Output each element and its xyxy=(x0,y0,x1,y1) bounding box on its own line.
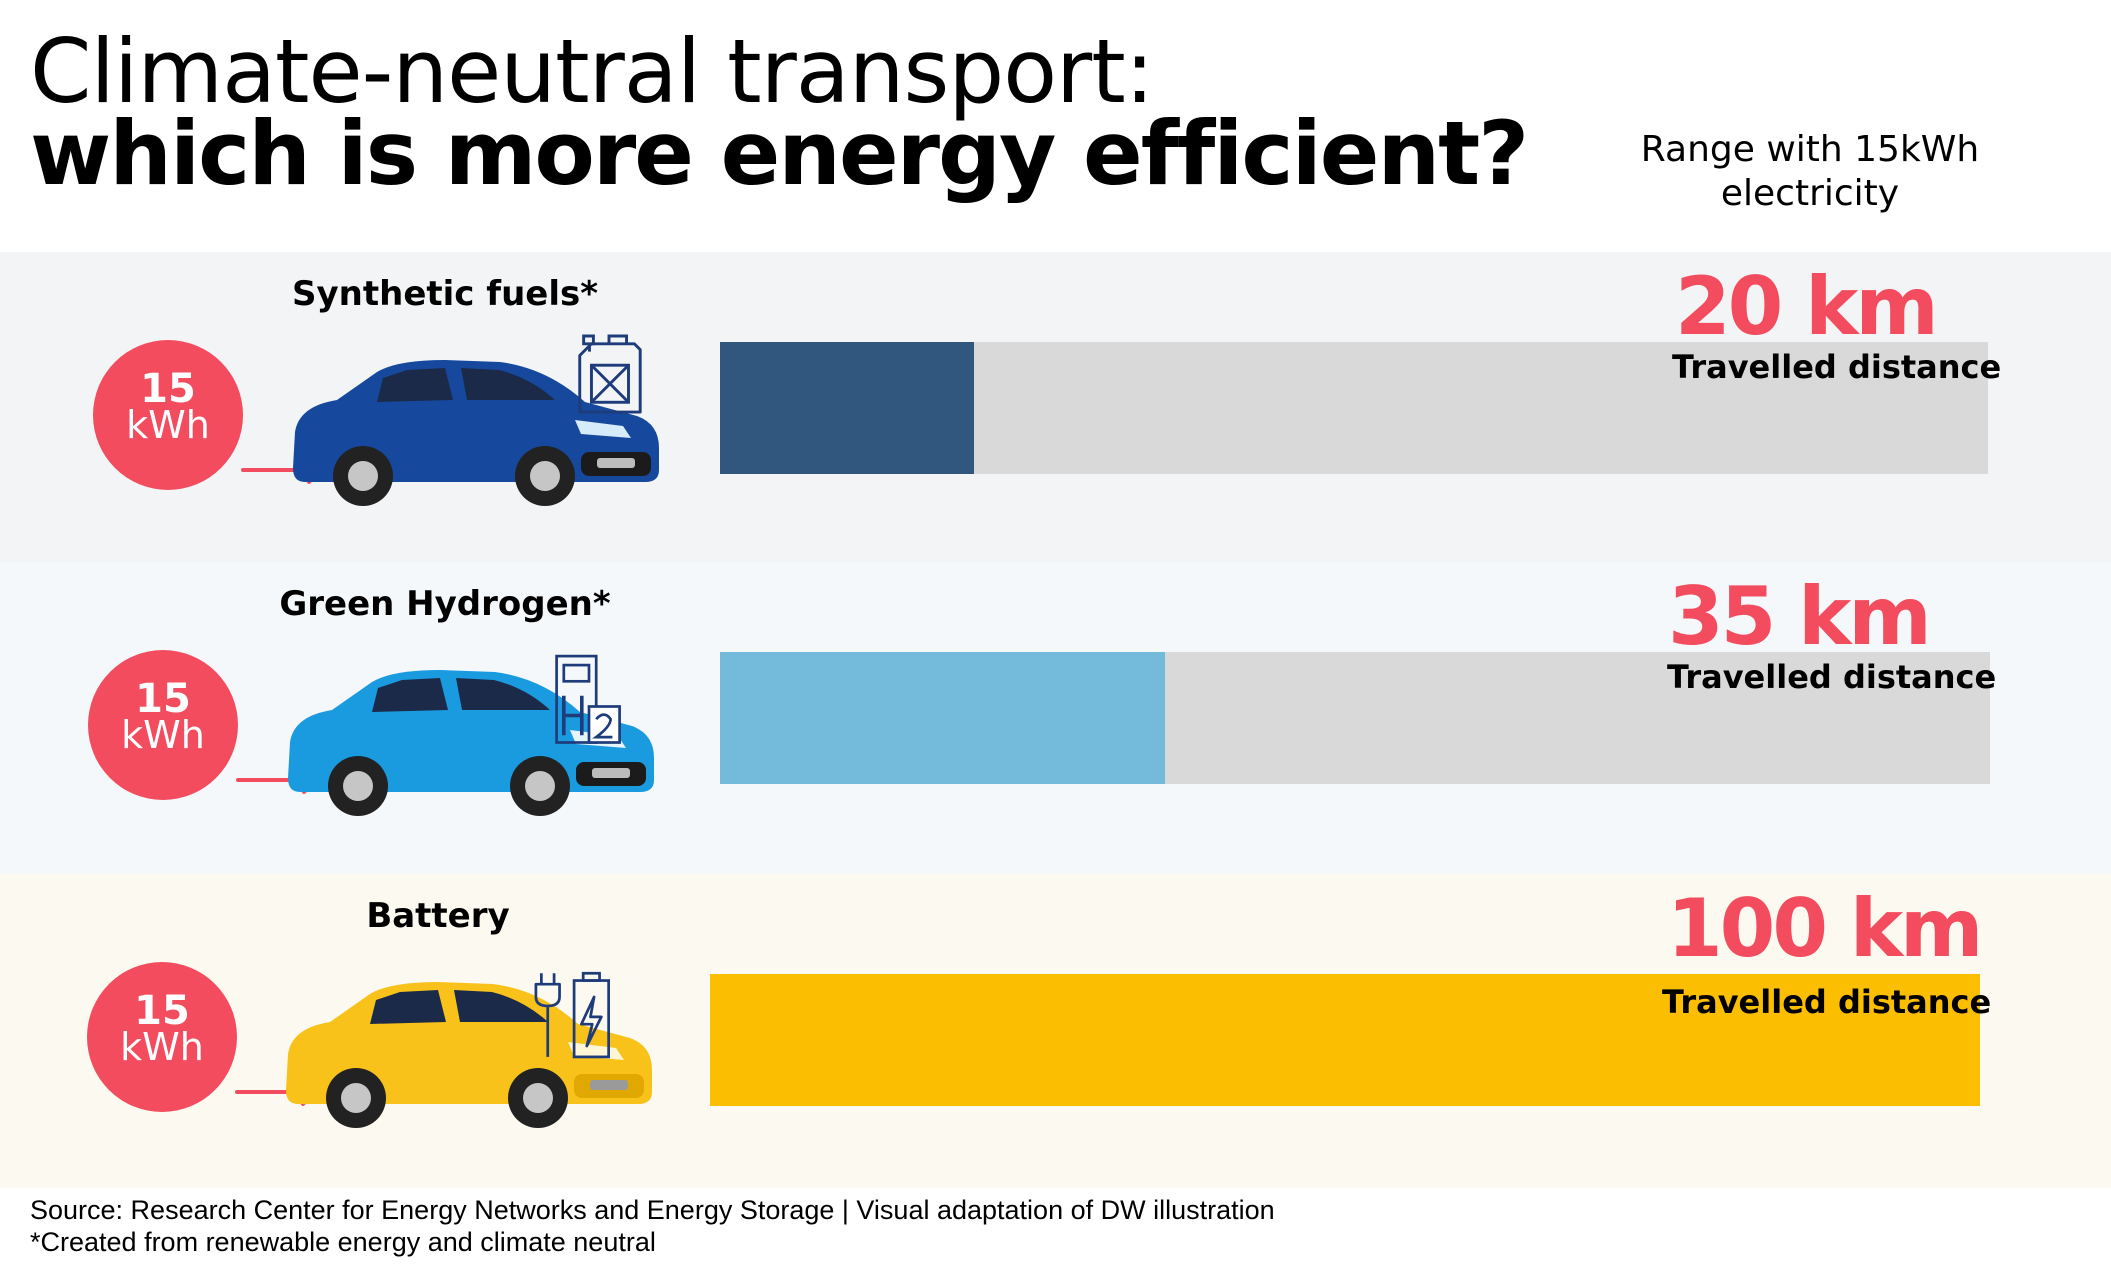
chart-subtitle: which is more energy efficient? xyxy=(30,102,1529,205)
energy-input-value: 15 xyxy=(140,366,196,412)
chart-row-green-hydrogen: Green Hydrogen* 15 kWh 35 km Travelled d… xyxy=(0,562,2111,876)
energy-input-unit: kWh xyxy=(126,403,210,447)
value-label-synthetic-fuels: 20 km xyxy=(1675,260,1939,353)
bar-fill-green-hydrogen xyxy=(720,652,1165,784)
chart-row-synthetic-fuels: Synthetic fuels* 15 kWh 20 km Travelled … xyxy=(0,252,2111,566)
chart-title: Climate-neutral transport: xyxy=(30,20,1154,123)
car-yellow-icon xyxy=(286,982,652,1128)
energy-input-badge: 15 kWh xyxy=(88,650,318,800)
energy-input-unit: kWh xyxy=(120,1025,204,1069)
energy-input-unit: kWh xyxy=(121,713,205,757)
range-note: Range with 15kWh electricity xyxy=(1640,129,1980,214)
value-label-green-hydrogen: 35 km xyxy=(1668,570,1932,663)
bar-fill-battery xyxy=(710,974,1980,1106)
ev-charger-icon xyxy=(534,971,610,1059)
bar-track xyxy=(710,974,1980,1106)
bar-sublabel: Travelled distance xyxy=(1662,983,1992,1021)
bar-fill-synthetic-fuels xyxy=(720,342,974,474)
source-note: Source: Research Center for Energy Netwo… xyxy=(30,1195,1275,1225)
bar-track xyxy=(720,342,1988,474)
fuel-canister-icon xyxy=(578,334,642,414)
energy-input-badge: 15 kWh xyxy=(87,962,317,1112)
category-label-green-hydrogen: Green Hydrogen* xyxy=(279,584,611,624)
category-label-synthetic-fuels: Synthetic fuels* xyxy=(292,274,598,314)
category-label-battery: Battery xyxy=(366,896,510,936)
chart-row-battery: Battery 15 kWh 100 km Travelled distance xyxy=(0,874,2111,1188)
energy-input-value: 15 xyxy=(135,676,191,722)
energy-input-badge: 15 kWh xyxy=(93,340,323,490)
bar-track xyxy=(720,652,1990,784)
car-dark-blue-icon xyxy=(293,360,659,506)
value-label-battery: 100 km xyxy=(1667,882,1983,975)
bar-sublabel: Travelled distance xyxy=(1667,658,1997,696)
hydrogen-pump-icon xyxy=(555,654,621,744)
footnote: *Created from renewable energy and clima… xyxy=(30,1227,656,1257)
energy-input-value: 15 xyxy=(134,988,190,1034)
bar-sublabel: Travelled distance xyxy=(1672,348,2002,386)
